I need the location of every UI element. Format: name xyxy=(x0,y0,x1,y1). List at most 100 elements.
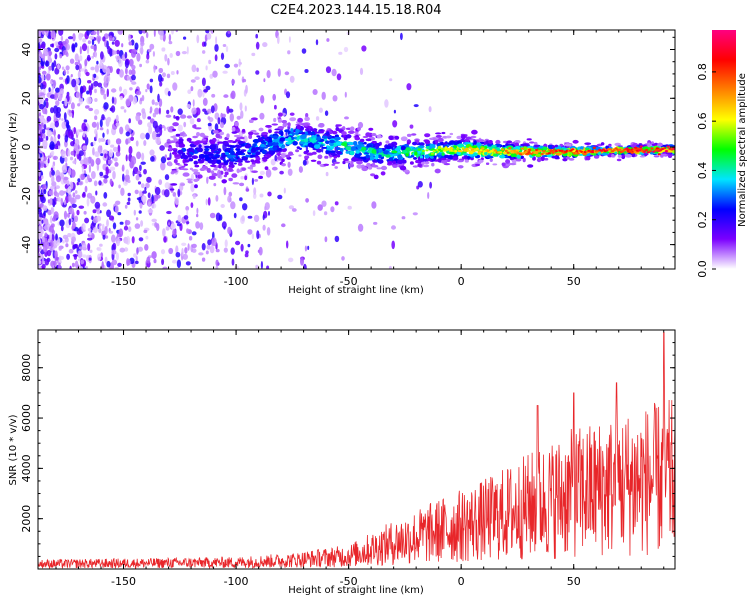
noise-cell xyxy=(114,162,119,167)
noise-cell xyxy=(184,247,188,254)
signal-cell xyxy=(295,128,300,134)
signal-cell xyxy=(169,140,176,143)
signal-cell xyxy=(254,146,261,151)
noise-cell xyxy=(122,173,125,182)
signal-cell xyxy=(333,161,341,164)
noise-cell xyxy=(288,257,294,263)
signal-cell xyxy=(432,137,437,141)
signal-cell xyxy=(305,113,309,118)
noise-cell xyxy=(312,210,316,217)
signal-cell xyxy=(245,188,250,192)
noise-cell xyxy=(104,226,108,235)
noise-cell xyxy=(105,166,109,176)
signal-cell xyxy=(233,162,237,165)
noise-cell xyxy=(70,102,75,110)
noise-cell xyxy=(58,30,64,36)
noise-cell xyxy=(108,149,114,158)
noise-cell xyxy=(89,87,93,96)
noise-cell xyxy=(54,47,60,53)
signal-core-cell xyxy=(609,148,613,151)
noise-cell xyxy=(113,97,117,105)
signal-cell xyxy=(281,153,286,159)
signal-cell xyxy=(227,140,234,143)
noise-cell xyxy=(277,194,283,200)
noise-cell xyxy=(103,102,109,110)
noise-cell xyxy=(51,175,55,184)
signal-cell xyxy=(304,155,310,159)
noise-cell xyxy=(240,243,244,252)
noise-cell xyxy=(264,202,270,211)
signal-cell xyxy=(336,147,341,151)
noise-cell xyxy=(262,224,266,231)
noise-cell xyxy=(241,215,245,222)
noise-cell xyxy=(206,32,212,40)
noise-cell xyxy=(202,108,207,112)
noise-cell xyxy=(92,217,98,224)
signal-cell xyxy=(367,165,373,170)
noise-cell xyxy=(323,211,328,216)
noise-cell xyxy=(74,84,78,92)
signal-cell xyxy=(218,163,222,169)
signal-cell xyxy=(180,183,186,186)
noise-cell xyxy=(401,216,406,220)
colorbar-label: Normalized spectral amplitude xyxy=(737,73,748,227)
signal-cell xyxy=(424,161,430,165)
noise-cell xyxy=(151,251,157,260)
noise-cell xyxy=(99,119,103,128)
noise-cell xyxy=(190,86,194,92)
signal-cell xyxy=(568,151,573,156)
noise-cell xyxy=(166,73,171,79)
noise-cell xyxy=(145,89,148,93)
signal-cell xyxy=(244,175,248,181)
noise-cell xyxy=(211,237,217,247)
signal-cell xyxy=(671,150,675,154)
noise-cell xyxy=(48,87,51,92)
noise-cell xyxy=(128,58,134,67)
noise-cell xyxy=(315,116,320,121)
noise-cell xyxy=(138,30,143,35)
signal-cell xyxy=(478,159,484,163)
noise-cell xyxy=(157,93,160,103)
noise-cell xyxy=(126,75,130,81)
noise-cell xyxy=(124,204,128,209)
signal-core-cell xyxy=(621,150,625,153)
noise-cell xyxy=(267,191,272,197)
noise-cell xyxy=(251,233,255,240)
noise-cell xyxy=(224,63,230,69)
signal-cell xyxy=(665,152,672,155)
signal-cell xyxy=(298,154,302,157)
signal-cell xyxy=(422,164,430,168)
signal-cell xyxy=(555,152,563,156)
noise-cell xyxy=(197,88,203,98)
noise-cell xyxy=(384,99,389,108)
signal-cell xyxy=(406,142,410,145)
noise-cell xyxy=(127,197,131,202)
signal-cell xyxy=(268,129,272,133)
noise-cell xyxy=(65,243,69,248)
noise-cell xyxy=(240,176,244,180)
noise-cell xyxy=(222,70,228,74)
signal-cell xyxy=(376,167,382,170)
signal-cell xyxy=(406,133,412,137)
signal-cell xyxy=(210,156,218,160)
noise-cell xyxy=(183,36,187,40)
noise-cell xyxy=(69,265,72,269)
signal-cell xyxy=(334,166,339,169)
noise-cell xyxy=(59,88,64,96)
signal-cell xyxy=(236,168,240,174)
signal-cell xyxy=(385,154,391,158)
noise-cell xyxy=(177,188,181,198)
noise-cell xyxy=(71,262,75,268)
noise-cell xyxy=(141,108,146,114)
noise-cell xyxy=(92,141,96,146)
noise-cell xyxy=(50,150,55,156)
signal-cell xyxy=(183,163,188,166)
noise-cell xyxy=(100,51,104,60)
noise-cell xyxy=(51,62,55,72)
signal-cell xyxy=(487,143,492,147)
noise-cell xyxy=(279,170,284,175)
noise-cell xyxy=(154,125,160,133)
noise-cell xyxy=(192,99,195,107)
signal-cell xyxy=(368,147,373,151)
noise-cell xyxy=(44,258,50,266)
